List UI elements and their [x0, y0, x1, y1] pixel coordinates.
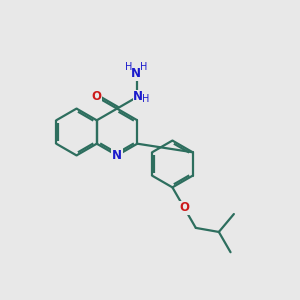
Text: H: H	[140, 62, 147, 73]
Text: H: H	[125, 62, 133, 73]
Text: O: O	[92, 90, 102, 104]
Text: H: H	[142, 94, 149, 104]
Text: N: N	[112, 149, 122, 162]
Text: N: N	[133, 90, 143, 104]
Text: O: O	[179, 201, 189, 214]
Text: N: N	[131, 67, 141, 80]
